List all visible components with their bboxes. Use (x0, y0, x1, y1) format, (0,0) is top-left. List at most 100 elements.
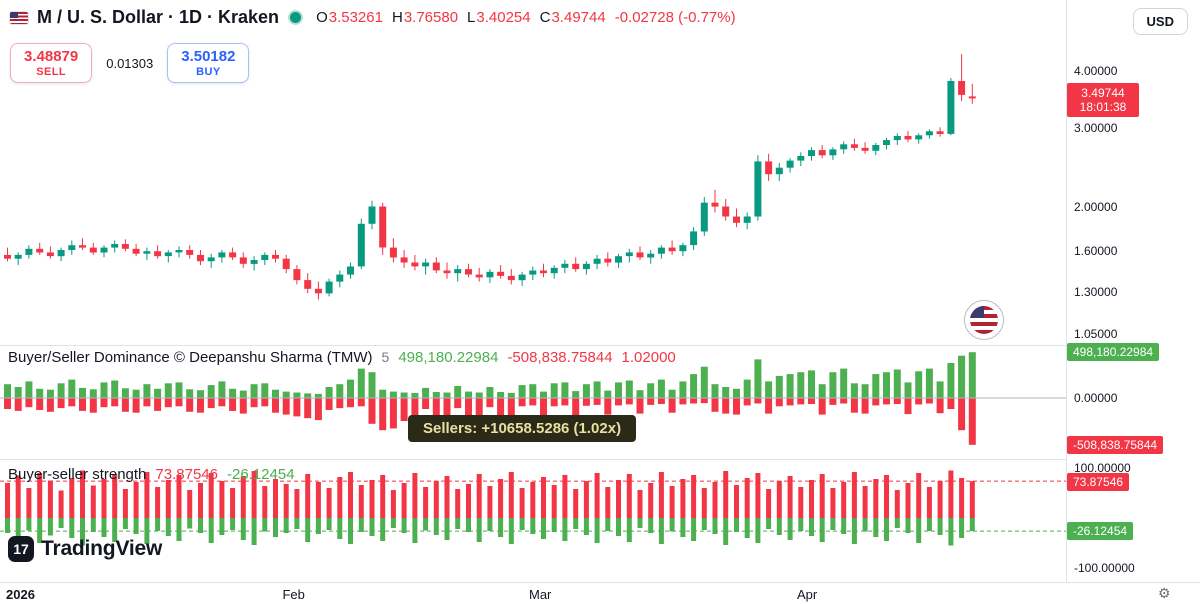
strength-down-bar (755, 518, 761, 543)
strength-down-bar (90, 518, 96, 532)
us-flag-icon (10, 11, 28, 24)
strength-up-bar (969, 481, 975, 518)
sell-volume-bar (679, 398, 687, 405)
strength-up-bar (476, 474, 482, 518)
candle-body (883, 140, 890, 145)
candle-body (432, 262, 440, 271)
sell-volume-bar (808, 398, 815, 404)
pane-separator[interactable] (0, 459, 1200, 460)
buy-volume-bar (111, 380, 119, 398)
candle-body (958, 81, 966, 95)
candle-body (840, 144, 848, 150)
buy-volume-bar (840, 368, 848, 398)
sell-button[interactable]: 3.48879 SELL (10, 43, 93, 83)
market-status-icon[interactable] (288, 10, 304, 25)
price-scale[interactable]: 4.00000 3.00000 2.00000 1.60000 1.30000 1.050… (1066, 0, 1200, 582)
buy-volume-bar (4, 384, 11, 398)
candle-body (282, 258, 290, 270)
sell-volume-bar (46, 398, 54, 412)
buy-volume-bar (164, 383, 172, 398)
strength-down-bar (144, 518, 150, 544)
strength-up-bar (262, 486, 268, 518)
buy-volume-bar (57, 383, 65, 398)
sell-volume-bar (529, 398, 537, 406)
sell-volume-bar (829, 398, 837, 405)
buy-volume-bar (36, 388, 44, 398)
sell-volume-bar (540, 398, 547, 417)
buy-volume-bar (572, 391, 580, 398)
buy-volume-bar (904, 382, 912, 398)
sell-volume-bar (357, 398, 365, 407)
dominance-pane[interactable] (0, 346, 1066, 459)
sell-volume-bar (218, 398, 226, 407)
strength-up-bar (734, 485, 739, 518)
buy-button[interactable]: 3.50182 BUY (167, 43, 250, 83)
strength-down-bar (369, 518, 375, 536)
time-axis[interactable]: 2026 Feb Mar Apr ⚙ (0, 582, 1200, 604)
buy-volume-bar (314, 393, 322, 398)
candle-body (700, 202, 708, 232)
buy-volume-bar (808, 370, 815, 398)
strength-down-bar (208, 518, 214, 543)
currency-button[interactable]: USD (1132, 8, 1188, 35)
strength-down-bar (112, 518, 118, 542)
dominance-title[interactable]: Buyer/Seller Dominance © Deepanshu Sharm… (8, 349, 373, 366)
buy-volume-bar (261, 383, 269, 398)
sell-volume-bar (872, 398, 880, 406)
buy-volume-bar (400, 392, 408, 398)
sell-volume-bar (347, 398, 354, 408)
strength-down-bar (894, 518, 900, 528)
strength-up-bar (90, 485, 96, 518)
strength-title[interactable]: Buyer-seller strength (8, 466, 147, 483)
candle-body (893, 136, 901, 141)
dominance-param[interactable]: 5 (381, 349, 390, 365)
buy-volume-bar (239, 390, 247, 398)
order-panel: 3.48879 SELL 0.01303 3.50182 BUY (10, 43, 250, 83)
gear-icon[interactable]: ⚙ (1158, 585, 1171, 601)
buy-volume-bar (604, 390, 612, 398)
strength-up-bar (219, 481, 225, 518)
strength-down-bar (230, 518, 236, 530)
strength-up-bar (187, 490, 193, 518)
strength-up-bar (948, 470, 954, 518)
strength-down-bar (15, 518, 21, 541)
sell-volume-bar (121, 398, 129, 412)
ohlc-values: O3.53261 H3.76580 L3.40254 C3.49744 -0.0… (316, 9, 736, 26)
buy-volume-bar (186, 389, 194, 398)
buy-volume-bar (89, 389, 97, 398)
strength-up-bar (573, 489, 579, 518)
candle-body (743, 216, 751, 223)
buy-volume-bar (540, 391, 547, 398)
strength-up-bar (723, 471, 729, 518)
pane-separator[interactable] (0, 345, 1200, 346)
buy-volume-bar (465, 391, 472, 398)
strength-up-bar (626, 474, 632, 518)
strength-down-bar (262, 518, 268, 532)
strength-up-bar (15, 475, 21, 518)
buy-volume-bar (422, 387, 430, 398)
strength-pane[interactable] (0, 460, 1066, 582)
strength-up-bar (444, 476, 450, 518)
price-axis-label: 1.60000 (1074, 244, 1118, 259)
strength-down-bar (766, 518, 772, 529)
sell-volume-bar (422, 398, 430, 409)
strength-up-bar (326, 488, 332, 518)
sell-volume-bar (432, 398, 440, 418)
sell-volume-bar (79, 398, 86, 411)
sell-volume-bar (850, 398, 858, 413)
sell-volume-bar (604, 398, 612, 415)
candle-body (272, 254, 279, 259)
tradingview-logo[interactable]: 17 TradingView (8, 536, 162, 562)
candle-body (808, 150, 815, 156)
strength-down-bar (401, 518, 407, 533)
price-pane[interactable] (0, 28, 1066, 345)
strength-down-bar (433, 518, 439, 535)
sell-volume-bar (325, 398, 333, 410)
strength-up-bar (583, 481, 589, 518)
sell-volume-bar (89, 398, 97, 413)
candle-body (411, 262, 419, 267)
sell-volume-bar (186, 398, 194, 412)
buy-volume-bar (722, 387, 730, 398)
buy-volume-bar (733, 388, 740, 398)
symbol-title[interactable]: M / U. S. Dollar · 1D · Kraken (37, 7, 280, 27)
